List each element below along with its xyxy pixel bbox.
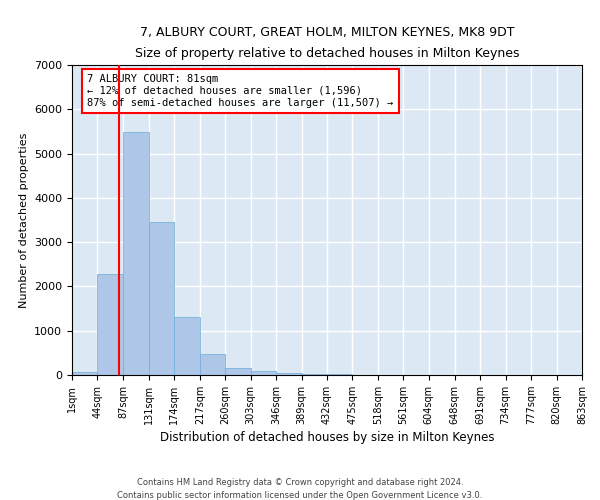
Bar xyxy=(225,368,251,375)
Bar xyxy=(123,132,149,375)
Bar xyxy=(72,372,97,375)
Bar xyxy=(327,374,352,375)
Text: Contains HM Land Registry data © Crown copyright and database right 2024.
Contai: Contains HM Land Registry data © Crown c… xyxy=(118,478,482,500)
X-axis label: Distribution of detached houses by size in Milton Keynes: Distribution of detached houses by size … xyxy=(160,431,494,444)
Bar xyxy=(276,373,302,375)
Bar xyxy=(149,222,175,375)
Bar xyxy=(302,374,327,375)
Bar xyxy=(97,274,123,375)
Bar xyxy=(175,316,200,375)
Bar xyxy=(251,372,276,375)
Title: 7, ALBURY COURT, GREAT HOLM, MILTON KEYNES, MK8 9DT
Size of property relative to: 7, ALBURY COURT, GREAT HOLM, MILTON KEYN… xyxy=(135,26,519,60)
Bar xyxy=(200,354,225,375)
Text: 7 ALBURY COURT: 81sqm
← 12% of detached houses are smaller (1,596)
87% of semi-d: 7 ALBURY COURT: 81sqm ← 12% of detached … xyxy=(88,74,394,108)
Y-axis label: Number of detached properties: Number of detached properties xyxy=(19,132,29,308)
